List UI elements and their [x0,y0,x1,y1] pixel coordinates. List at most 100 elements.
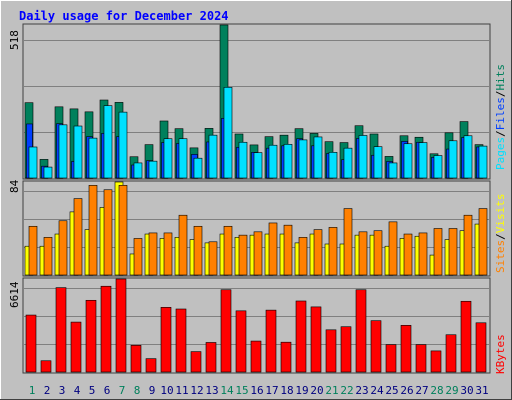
pages-bar [313,136,323,179]
legend-sep: / [494,91,507,98]
pages-bar [208,134,218,179]
x-tick-label: 3 [59,384,66,397]
kbytes-bar [85,299,97,373]
x-tick-label: 10 [160,384,173,397]
pages-bar [103,105,113,179]
legend-sep: / [494,130,507,137]
sites-bar [88,185,98,276]
hits-legend: Pages/Files/Hits [494,64,507,170]
sites-bar [313,229,323,276]
kbytes-bar [160,307,172,373]
pages-bar [133,162,143,179]
pages-bar [73,125,83,179]
x-tick-label: 17 [265,384,278,397]
sites-bar [28,225,38,276]
pages-bar [343,147,353,179]
kbytes-bar [310,306,322,373]
kbytes-bar [145,358,157,373]
sites-bar [103,189,113,276]
sites-bar [148,232,158,276]
kbytes-bar [385,344,397,373]
svg-text:Pages/Files/Hits: Pages/Files/Hits [494,64,507,170]
hits-max-label: 518 [8,30,21,50]
pages-bar [163,138,173,179]
x-tick-label: 13 [205,384,218,397]
pages-bar [418,142,428,179]
x-tick-label: 7 [119,384,126,397]
x-tick-label: 11 [175,384,188,397]
pages-bar [193,157,203,179]
sites-bar [478,208,488,276]
sites-bar [133,238,143,276]
x-tick-label: 2 [44,384,51,397]
svg-text:Sites/Visits: Sites/Visits [494,194,507,274]
sites-bar [178,214,188,276]
sites-bar [328,227,338,276]
pages-bar [58,124,68,179]
pages-bar [118,111,128,179]
legend-hits: Hits [494,64,507,91]
sites-bar [298,237,308,276]
sites-bar [343,208,353,276]
sites-bar [403,233,413,276]
kbytes-bar [430,350,442,373]
kbytes-bar [235,310,247,373]
x-tick-label: 1 [29,384,36,397]
kbytes-bar [415,344,427,373]
kbytes-legend: KBytes [494,334,507,374]
x-tick-label: 4 [74,384,81,397]
sites-bar [163,232,173,276]
pages-bar [433,155,443,179]
pages-bar [28,146,38,179]
pages-bar [478,145,488,179]
kbytes-bar [355,289,367,373]
x-tick-label: 5 [89,384,96,397]
x-tick-label: 29 [445,384,458,397]
x-tick-label: 26 [400,384,413,397]
kbytes-bar [190,351,202,373]
sites-bar [373,230,383,276]
legend-pages: Pages [494,137,507,170]
legend-kbytes: KBytes [494,334,507,374]
legend-sites: Sites [494,240,507,273]
x-tick-label: 25 [385,384,398,397]
pages-bar [358,135,368,179]
pages-bar [403,143,413,179]
x-tick-label: 16 [250,384,263,397]
x-tick-label: 19 [295,384,308,397]
kbytes-bar [325,329,337,373]
kbytes-bar [475,322,487,373]
kbytes-bar [220,289,232,373]
legend-sep: / [494,233,507,240]
pages-bar [373,146,383,179]
sites-bar [118,185,128,276]
kbytes-bar [205,342,217,373]
pages-bar [148,160,158,179]
x-tick-label: 28 [430,384,443,397]
kbytes-bar [55,287,67,373]
x-tick-label: 20 [310,384,323,397]
x-tick-label: 22 [340,384,353,397]
sites-bar [268,222,278,276]
kbytes-bar [250,340,262,373]
sites-bar [433,228,443,276]
kbytes-bar [175,308,187,373]
sites-bar [358,231,368,276]
kbytes-bar [340,326,352,373]
x-tick-label: 27 [415,384,428,397]
sites-bar [238,234,248,276]
pages-bar [88,137,98,179]
sites-bar [58,220,68,276]
sites-bar [253,231,263,276]
pages-bar [328,152,338,179]
kbytes-bar [280,341,292,373]
bars-layer [24,24,488,373]
kbytes-bar [445,334,457,373]
pages-bar [448,140,458,179]
legend-visits: Visits [494,194,507,234]
pages-bar [43,166,53,179]
kbytes-bar [70,321,82,373]
x-tick-label: 23 [355,384,368,397]
kbytes-bar [295,300,307,373]
sites-bar [448,228,458,276]
